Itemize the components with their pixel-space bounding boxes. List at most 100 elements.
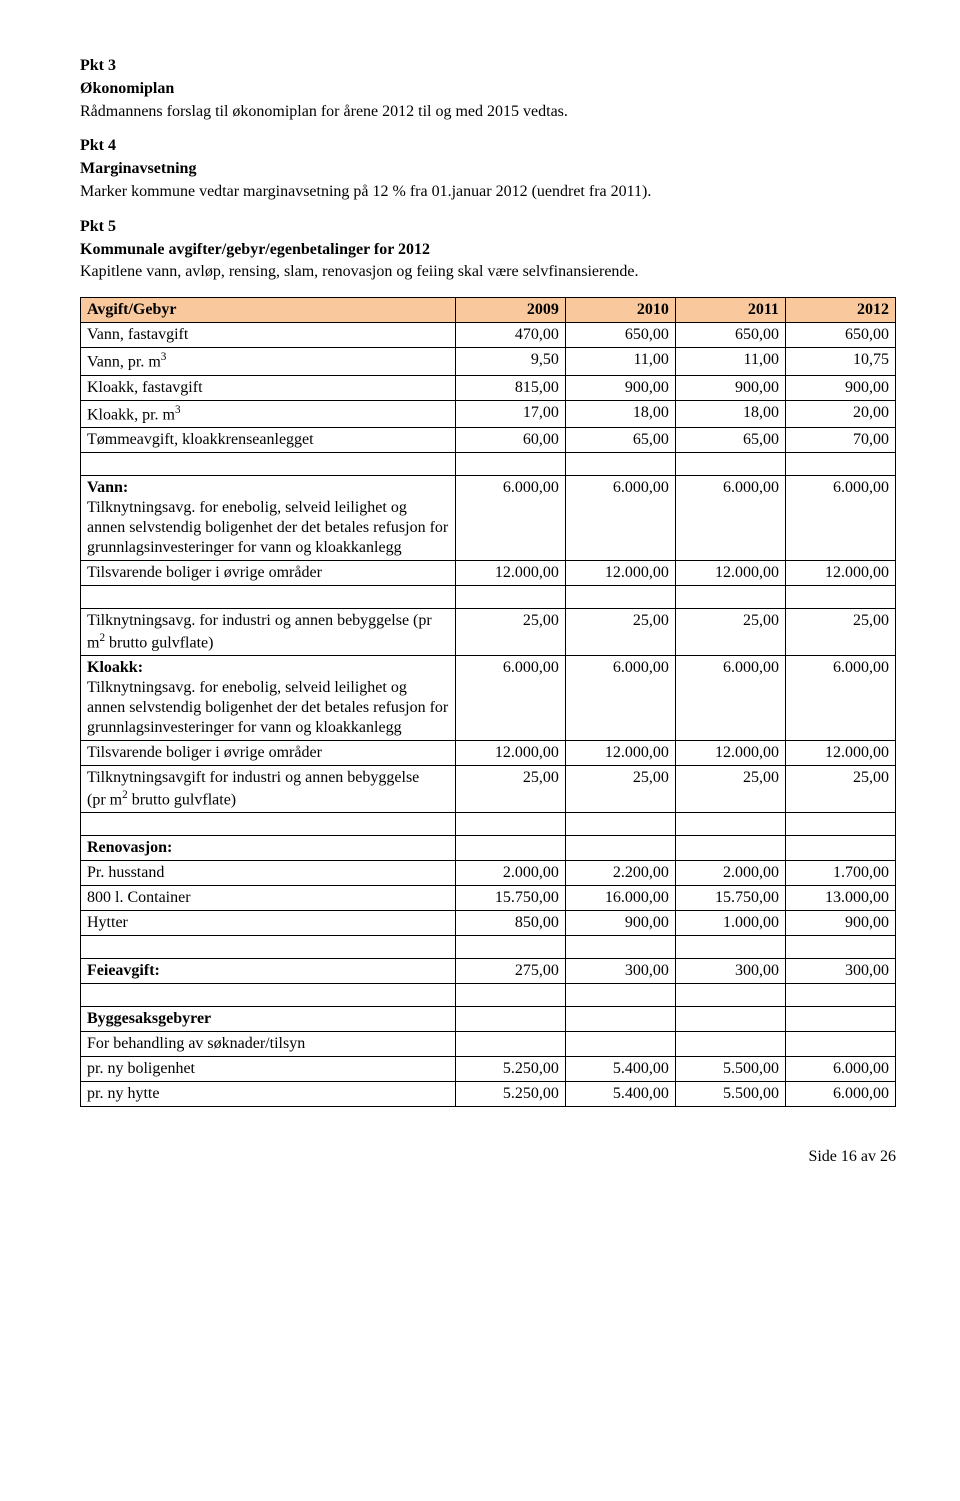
table-row: For behandling av søknader/tilsyn <box>81 1032 896 1057</box>
row-value: 12.000,00 <box>675 560 785 585</box>
row-value: 1.000,00 <box>675 911 785 936</box>
row-value: 10,75 <box>785 348 895 375</box>
row-value: 470,00 <box>455 323 565 348</box>
row-value: 12.000,00 <box>785 741 895 766</box>
spacer-row <box>81 452 896 475</box>
row-value: 650,00 <box>785 323 895 348</box>
row-value: 5.250,00 <box>455 1082 565 1107</box>
pkt-5: Pkt 5 Kommunale avgifter/gebyr/egenbetal… <box>80 217 896 283</box>
row-value: 6.000,00 <box>565 656 675 741</box>
row-value: 60,00 <box>455 427 565 452</box>
row-value: 900,00 <box>565 375 675 400</box>
row-value: 1.700,00 <box>785 861 895 886</box>
row-label: Pr. husstand <box>81 861 456 886</box>
row-value: 15.750,00 <box>455 886 565 911</box>
spacer-row <box>81 984 896 1007</box>
header-year: 2011 <box>675 298 785 323</box>
row-value: 2.200,00 <box>565 861 675 886</box>
table-row: Tilsvarende boliger i øvrige områder12.0… <box>81 741 896 766</box>
row-label: Vann, pr. m3 <box>81 348 456 375</box>
spacer-row <box>81 936 896 959</box>
row-label: Tømmeavgift, kloakkrenseanlegget <box>81 427 456 452</box>
row-label: Kloakk, fastavgift <box>81 375 456 400</box>
row-value: 6.000,00 <box>675 475 785 560</box>
table-row: Byggesaksgebyrer <box>81 1007 896 1032</box>
row-label: Feieavgift: <box>81 959 456 984</box>
row-value: 300,00 <box>785 959 895 984</box>
table-row: 800 l. Container15.750,0016.000,0015.750… <box>81 886 896 911</box>
table-row: Vann:Tilknytningsavg. for enebolig, selv… <box>81 475 896 560</box>
row-value: 25,00 <box>455 608 565 655</box>
row-value: 900,00 <box>785 911 895 936</box>
row-value: 9,50 <box>455 348 565 375</box>
pkt4-heading: Pkt 4 <box>80 136 896 157</box>
row-value: 11,00 <box>565 348 675 375</box>
table-row: Tilknytningsavgift for industri og annen… <box>81 766 896 813</box>
table-row: pr. ny hytte5.250,005.400,005.500,006.00… <box>81 1082 896 1107</box>
pkt5-text: Kapitlene vann, avløp, rensing, slam, re… <box>80 262 896 283</box>
row-value: 900,00 <box>785 375 895 400</box>
table-row: Tilknytningsavg. for industri og annen b… <box>81 608 896 655</box>
table-row: Tilsvarende boliger i øvrige områder12.0… <box>81 560 896 585</box>
row-value: 6.000,00 <box>675 656 785 741</box>
pkt4-title: Marginavsetning <box>80 159 896 180</box>
row-label: Vann, fastavgift <box>81 323 456 348</box>
row-value: 900,00 <box>675 375 785 400</box>
page-footer: Side 16 av 26 <box>80 1147 896 1168</box>
row-value: 12.000,00 <box>785 560 895 585</box>
row-value: 17,00 <box>455 400 565 427</box>
row-value: 2.000,00 <box>675 861 785 886</box>
row-value: 11,00 <box>675 348 785 375</box>
table-row: Vann, fastavgift470,00650,00650,00650,00 <box>81 323 896 348</box>
row-value: 275,00 <box>455 959 565 984</box>
row-value: 6.000,00 <box>785 656 895 741</box>
row-value: 25,00 <box>675 766 785 813</box>
table-row: Hytter850,00900,001.000,00900,00 <box>81 911 896 936</box>
pkt3-heading: Pkt 3 <box>80 56 896 77</box>
row-value: 2.000,00 <box>455 861 565 886</box>
row-value: 900,00 <box>565 911 675 936</box>
row-value: 12.000,00 <box>455 560 565 585</box>
row-value: 850,00 <box>455 911 565 936</box>
row-value: 20,00 <box>785 400 895 427</box>
section-heading: Renovasjon: <box>81 836 456 861</box>
row-value: 70,00 <box>785 427 895 452</box>
row-value: 6.000,00 <box>785 475 895 560</box>
pkt-4: Pkt 4 Marginavsetning Marker kommune ved… <box>80 136 896 202</box>
row-label: Kloakk, pr. m3 <box>81 400 456 427</box>
row-value: 815,00 <box>455 375 565 400</box>
row-label: Tilknytningsavg. for industri og annen b… <box>81 608 456 655</box>
row-value: 12.000,00 <box>455 741 565 766</box>
table-row: Kloakk, pr. m317,0018,0018,0020,00 <box>81 400 896 427</box>
row-label: 800 l. Container <box>81 886 456 911</box>
row-value: 65,00 <box>565 427 675 452</box>
row-value: 18,00 <box>675 400 785 427</box>
row-label: Tilsvarende boliger i øvrige områder <box>81 560 456 585</box>
row-value: 5.250,00 <box>455 1057 565 1082</box>
row-value: 5.500,00 <box>675 1082 785 1107</box>
row-value: 15.750,00 <box>675 886 785 911</box>
header-year: 2010 <box>565 298 675 323</box>
row-value: 5.400,00 <box>565 1057 675 1082</box>
row-value: 650,00 <box>565 323 675 348</box>
row-value: 5.500,00 <box>675 1057 785 1082</box>
table-row: Tømmeavgift, kloakkrenseanlegget60,0065,… <box>81 427 896 452</box>
pkt5-title: Kommunale avgifter/gebyr/egenbetalinger … <box>80 240 896 261</box>
row-value: 5.400,00 <box>565 1082 675 1107</box>
table-row: pr. ny boligenhet5.250,005.400,005.500,0… <box>81 1057 896 1082</box>
row-value: 25,00 <box>785 608 895 655</box>
row-value: 6.000,00 <box>455 656 565 741</box>
row-label: pr. ny boligenhet <box>81 1057 456 1082</box>
spacer-row <box>81 813 896 836</box>
header-label: Avgift/Gebyr <box>81 298 456 323</box>
row-label: Kloakk:Tilknytningsavg. for enebolig, se… <box>81 656 456 741</box>
table-row: Renovasjon: <box>81 836 896 861</box>
row-value: 300,00 <box>675 959 785 984</box>
row-label: Tilsvarende boliger i øvrige områder <box>81 741 456 766</box>
table-header-row: Avgift/Gebyr 2009 2010 2011 2012 <box>81 298 896 323</box>
table-row: Pr. husstand2.000,002.200,002.000,001.70… <box>81 861 896 886</box>
header-year: 2012 <box>785 298 895 323</box>
row-value: 12.000,00 <box>565 560 675 585</box>
header-year: 2009 <box>455 298 565 323</box>
pkt3-title: Økonomiplan <box>80 79 896 100</box>
